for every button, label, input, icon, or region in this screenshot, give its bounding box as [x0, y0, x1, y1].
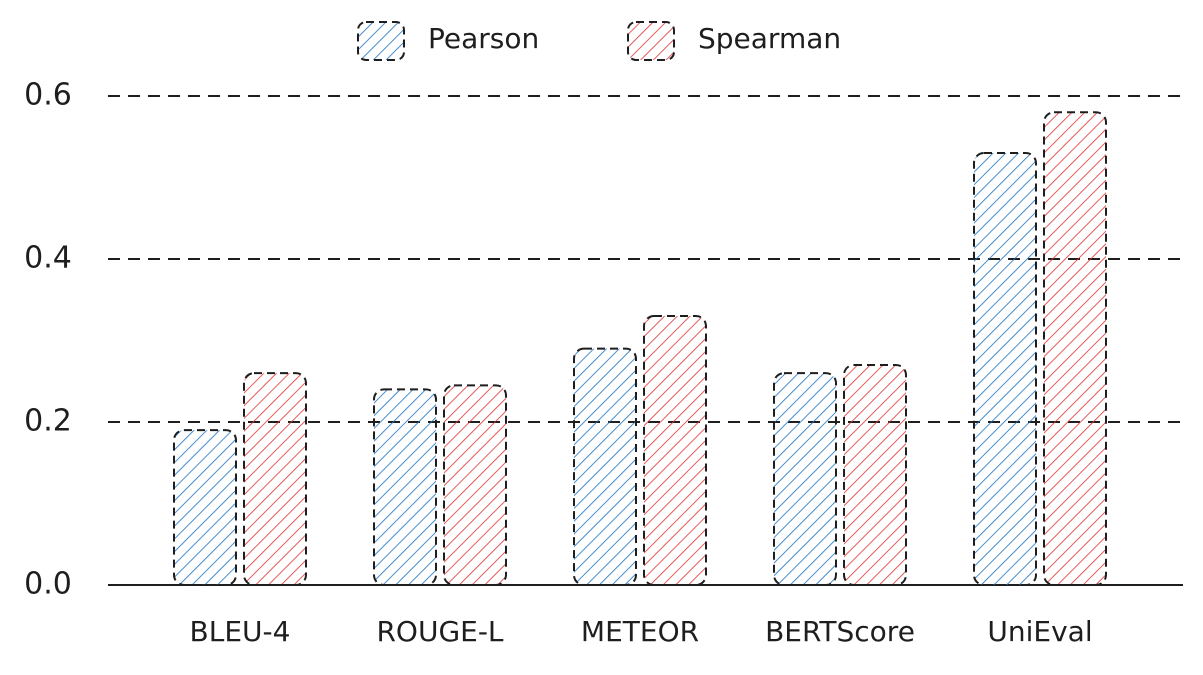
x-tick-label: BLEU-4 — [190, 615, 291, 648]
bar — [973, 152, 1037, 587]
bar — [773, 372, 837, 586]
bar — [443, 384, 507, 587]
x-tick-label: BERTScore — [765, 615, 915, 648]
y-tick-label: 0.4 — [24, 241, 72, 276]
x-tick-label: ROUGE-L — [376, 615, 503, 648]
x-tick-label: METEOR — [581, 615, 699, 648]
legend-swatch — [627, 21, 675, 61]
legend-swatch — [357, 21, 405, 61]
legend-label: Spearman — [698, 22, 841, 55]
bar — [173, 429, 237, 586]
y-tick-label: 0.2 — [24, 404, 72, 439]
y-tick-label: 0.0 — [24, 567, 72, 602]
bar — [373, 388, 437, 586]
bar — [573, 347, 637, 586]
legend-label: Pearson — [428, 22, 539, 55]
bar — [1043, 111, 1107, 587]
bar — [643, 315, 707, 586]
y-tick-label: 0.6 — [24, 78, 72, 113]
x-tick-label: UniEval — [987, 615, 1092, 648]
bar — [243, 372, 307, 586]
bar — [843, 363, 907, 587]
